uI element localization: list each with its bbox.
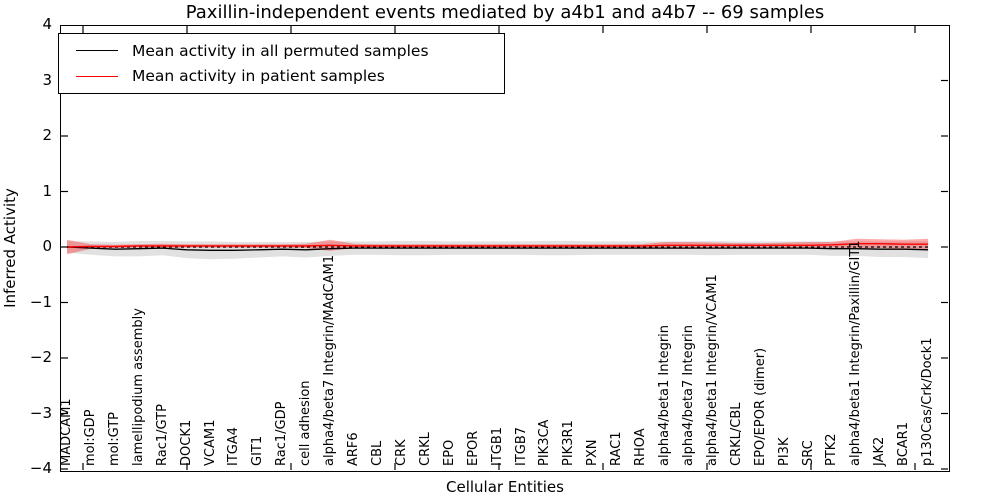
x-category-label: alpha4/beta1 Integrin — [657, 324, 672, 466]
x-category-label: CRKL — [417, 432, 433, 466]
patient-line-swatch — [76, 75, 118, 77]
legend-label-permuted: Mean activity in all permuted samples — [132, 41, 429, 60]
legend-label-patient: Mean activity in patient samples — [132, 67, 385, 86]
x-category-label: EPOR — [465, 430, 481, 466]
x-axis-title: Cellular Entities — [446, 478, 564, 496]
x-category-label: PXN — [585, 439, 601, 466]
x-category-label: ITGB7 — [513, 426, 529, 466]
x-category-label: alpha4/beta7 Integrin/MAdCAM1 — [322, 255, 338, 466]
x-category-label: BCAR1 — [896, 422, 912, 466]
x-category-label: CRK — [393, 439, 409, 466]
y-tick-label: 1 — [42, 181, 52, 200]
legend-item-permuted: Mean activity in all permuted samples — [76, 42, 504, 60]
y-tick-label: 3 — [42, 70, 52, 89]
x-category-label: PIK3CA — [537, 419, 553, 466]
x-category-label: JAK2 — [872, 436, 888, 466]
x-category-label: VCAM1 — [202, 419, 218, 466]
x-category-label: RAC1 — [609, 431, 625, 466]
x-category-label: ITGA4 — [226, 426, 242, 466]
x-category-label: alpha4/beta1 Integrin/Paxillin/GIT1 — [848, 240, 864, 466]
y-tick-label: 0 — [42, 237, 52, 255]
legend: Mean activity in all permuted samples Me… — [58, 33, 505, 94]
x-category-label: DOCK1 — [178, 419, 194, 466]
legend-item-patient: Mean activity in patient samples — [76, 67, 504, 85]
y-tick-label: −3 — [29, 403, 52, 422]
x-category-label: CBL — [370, 440, 385, 466]
x-category-label: EPO — [441, 439, 457, 466]
x-category-label: Rac1/GTP — [154, 404, 170, 466]
permuted-line-swatch — [76, 50, 118, 52]
x-category-label: EPO/EPOR (dimer) — [752, 347, 768, 466]
x-category-label: CRKL/CBL — [728, 402, 744, 467]
y-tick-label: −4 — [29, 459, 52, 477]
y-tick-label: −2 — [29, 348, 52, 366]
plot-frame — [60, 25, 950, 472]
x-category-label: RHOA — [633, 428, 649, 466]
x-category-label: ARF6 — [346, 432, 361, 466]
chart-title: Paxillin-independent events mediated by … — [185, 2, 825, 23]
y-tick-label: 2 — [42, 126, 52, 144]
x-category-label: PTK2 — [824, 433, 840, 466]
x-category-label: GIT1 — [250, 435, 266, 466]
x-category-label: alpha4/beta1 Integrin/VCAM1 — [704, 274, 720, 466]
y-tick-label: 4 — [42, 15, 52, 33]
x-category-label: mol:GDP — [82, 409, 98, 466]
x-category-label: p130Cas/Crk/Dock1 — [920, 337, 936, 466]
x-category-label: alpha4/beta7 Integrin — [680, 324, 696, 466]
x-category-label: cell adhesion — [298, 380, 314, 466]
x-category-label: lamellipodium assembly — [130, 308, 146, 466]
x-category-label: ITGB1 — [489, 426, 505, 466]
y-tick-label: −1 — [29, 292, 52, 311]
x-category-label: SRC — [800, 440, 816, 466]
x-category-label: PIK3R1 — [561, 420, 577, 466]
x-category-label: mol:GTP — [106, 412, 122, 466]
x-category-label: PI3K — [776, 437, 792, 466]
x-category-label: Rac1/GDP — [274, 401, 290, 466]
chart-canvas — [61, 26, 948, 470]
x-category-label: MADCAM1 — [59, 398, 74, 466]
